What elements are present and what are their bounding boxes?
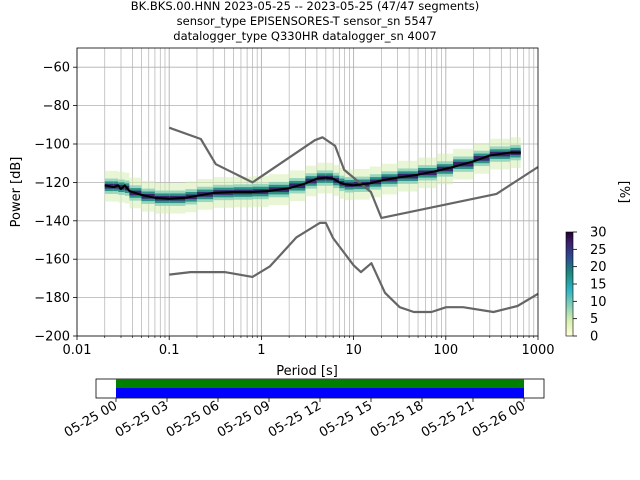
y-tick-label: −200 <box>34 330 70 345</box>
x-ticks: 0.01 0.1 1 10 100 1000 <box>63 336 555 358</box>
colorbar-tick-label: 5 <box>590 312 598 327</box>
colorbar-ticks: 0 5 10 15 20 25 30 <box>573 226 607 345</box>
x-tick-label: 0.1 <box>159 343 180 358</box>
figure-title: BK.BKS.00.HNN 2023-05-25 -- 2023-05-25 (… <box>131 0 479 43</box>
colorbar <box>565 231 574 337</box>
y-tick-label: −80 <box>43 99 70 114</box>
colorbar-label: [%] <box>616 181 631 204</box>
x-tick-label: 100 <box>433 343 458 358</box>
title-line-1: BK.BKS.00.HNN 2023-05-25 -- 2023-05-25 (… <box>131 0 479 13</box>
series-layer <box>104 126 539 314</box>
y-tick-label: −140 <box>34 214 70 229</box>
low-noise-model-line <box>169 221 539 314</box>
x-tick-label: 1 <box>257 343 265 358</box>
high-noise-model-line <box>168 126 539 219</box>
mode-line <box>104 151 521 200</box>
colorbar-tick-label: 20 <box>590 260 607 275</box>
time-tick-label: 05-25 21 <box>419 398 477 440</box>
x-tick-label: 1000 <box>521 343 554 358</box>
colorbar-tick-label: 25 <box>590 243 607 258</box>
y-tick-label: −60 <box>43 61 70 76</box>
y-tick-label: −100 <box>34 138 70 153</box>
x-tick-label: 0.01 <box>63 343 92 358</box>
title-line-3: datalogger_type Q330HR datalogger_sn 400… <box>173 29 436 43</box>
y-tick-label: −120 <box>34 176 70 191</box>
time-tick-label: 05-25 00 <box>62 398 120 440</box>
time-tick-label: 05-25 18 <box>368 398 426 440</box>
x-axis-label: Period [s] <box>276 364 338 379</box>
y-tick-label: −160 <box>34 253 70 268</box>
title-line-2: sensor_type EPISENSORES-T sensor_sn 5547 <box>177 14 434 28</box>
time-coverage-bar <box>116 379 524 388</box>
colorbar-tick-label: 0 <box>590 330 598 345</box>
colorbar-tick-label: 10 <box>590 295 607 310</box>
colorbar-tick-label: 15 <box>590 278 607 293</box>
data-coverage-bar <box>116 388 524 398</box>
y-axis-label: Power [dB] <box>9 157 24 228</box>
y-tick-label: −180 <box>34 291 70 306</box>
time-tick-label: 05-25 12 <box>266 398 324 440</box>
time-tick-label: 05-25 15 <box>317 398 375 440</box>
colorbar-tick-label: 30 <box>590 226 607 241</box>
time-tick-label: 05-25 09 <box>215 398 273 440</box>
time-tick-label: 05-26 00 <box>470 398 528 440</box>
x-tick-label: 10 <box>345 343 362 358</box>
time-tick-label: 05-25 06 <box>164 398 222 440</box>
plot-frame <box>76 47 539 337</box>
y-ticks: −200 −180 −160 −140 −120 −100 −80 −60 <box>34 61 77 345</box>
time-tick-label: 05-25 03 <box>113 398 171 440</box>
